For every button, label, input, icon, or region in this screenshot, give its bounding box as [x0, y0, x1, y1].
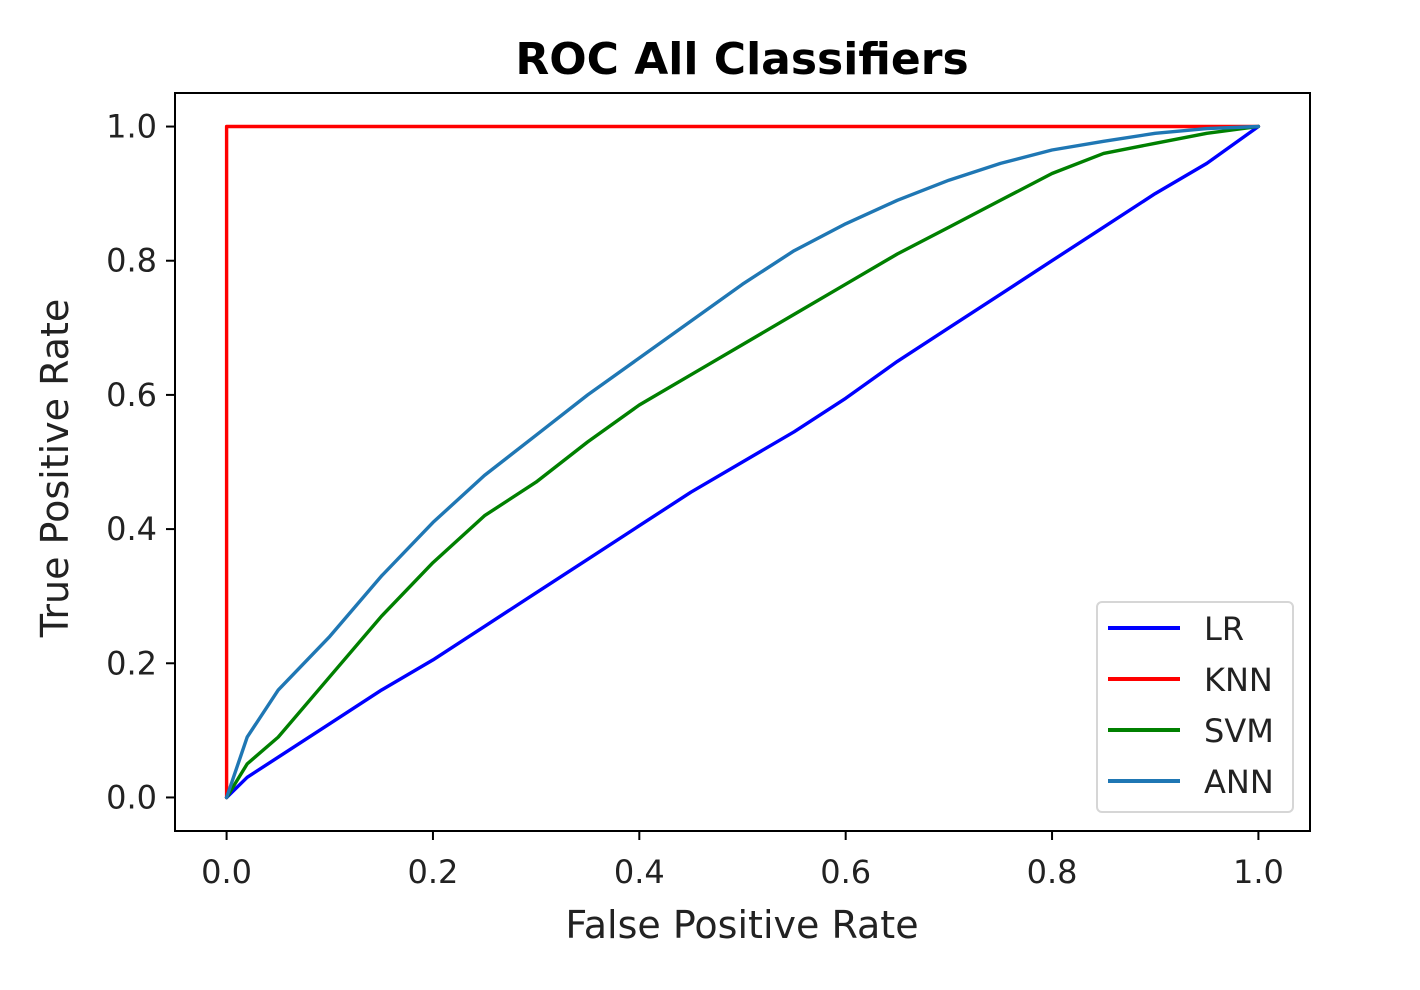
legend: LR KNN SVM ANN	[1096, 601, 1294, 813]
x-axis-ticks: 0.0 0.2 0.4 0.6 0.8 1.0	[201, 831, 1284, 891]
plot-area	[174, 92, 1311, 832]
series-line-svm	[224, 124, 1261, 800]
legend-label-svm: SVM	[1204, 712, 1274, 750]
x-tick-label: 1.0	[1233, 853, 1284, 891]
y-tick-label: 0.2	[106, 644, 157, 682]
y-tick-label: 0.0	[106, 778, 157, 816]
y-tick-label: 1.0	[106, 108, 157, 146]
series-line-ann	[224, 124, 1261, 800]
y-tick-label: 0.6	[106, 376, 157, 414]
y-tick-label: 0.8	[106, 242, 157, 280]
series-line-knn	[224, 124, 1261, 800]
chart-title: ROC All Classifiers	[515, 34, 968, 85]
legend-box	[1096, 601, 1294, 813]
x-tick-label: 0.4	[614, 853, 665, 891]
y-tick-label: 0.4	[106, 510, 157, 548]
x-tick-label: 0.0	[201, 853, 252, 891]
legend-label-lr: LR	[1204, 610, 1244, 648]
legend-label-knn: KNN	[1204, 661, 1273, 699]
legend-label-ann: ANN	[1204, 763, 1274, 801]
y-axis-label: True Positive Rate	[33, 299, 77, 639]
x-tick-label: 0.2	[408, 853, 459, 891]
plot-frame	[174, 92, 1311, 832]
x-tick-label: 0.8	[1027, 853, 1078, 891]
series-layer	[224, 124, 1261, 800]
legend-entries: LR KNN SVM ANN	[1108, 610, 1274, 801]
x-axis-label: False Positive Rate	[565, 903, 918, 947]
x-tick-label: 0.6	[820, 853, 871, 891]
y-axis-ticks: 0.0 0.2 0.4 0.6 0.8 1.0	[106, 108, 175, 816]
series-line-lr	[224, 124, 1261, 800]
